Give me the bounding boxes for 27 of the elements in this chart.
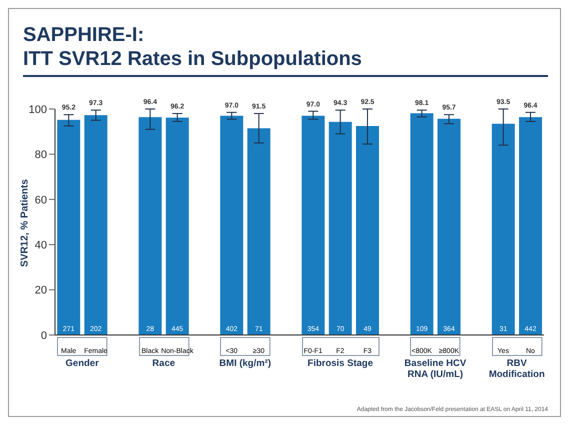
y-tick-label: 0 (40, 330, 47, 342)
text: Race (151, 358, 176, 369)
y-tick-label: 40 (34, 240, 47, 252)
bar (438, 118, 461, 335)
text: Gender (64, 358, 100, 369)
y-tick-label: 20 (34, 284, 47, 297)
bar (220, 116, 244, 335)
bar (356, 126, 380, 335)
chart-title: SAPPHIRE-I: ITT SVR12 Rates in Subpopulations (23, 23, 363, 71)
bar (302, 116, 325, 335)
bar (410, 113, 434, 335)
bar (328, 122, 352, 335)
bar (492, 124, 515, 335)
y-tick-label: 80 (34, 149, 47, 162)
bar (247, 128, 270, 335)
y-tick-label: 100 (28, 104, 47, 116)
text: Fibrosis Stage (306, 358, 374, 369)
bar (519, 117, 542, 335)
text: RBV Modification (488, 358, 546, 380)
bar (166, 118, 189, 335)
y-tick-label: 60 (34, 194, 47, 206)
text: BMI (kg/m²) (218, 358, 272, 369)
bar (138, 117, 162, 335)
bar (57, 120, 80, 335)
y-axis-title: SVR12, % Patients (20, 178, 31, 267)
bar (84, 115, 108, 335)
text: Baseline HCV RNA (IU/mL) (404, 358, 466, 380)
